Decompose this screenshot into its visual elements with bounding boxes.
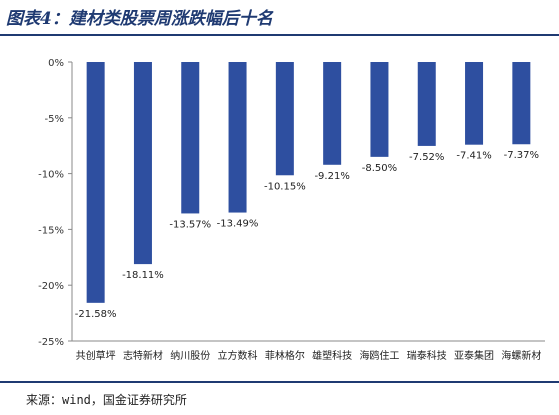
bar [86, 62, 105, 303]
bar-data-label: -7.37% [504, 150, 539, 161]
x-tick-label: 瑞泰科技 [407, 349, 447, 362]
x-tick-label: 亚泰集团 [454, 349, 494, 362]
y-tick-label: -25% [38, 337, 64, 348]
bar [370, 62, 389, 157]
footer-divider [0, 381, 559, 383]
bar-data-label: -10.15% [264, 181, 306, 192]
bar [323, 62, 342, 165]
y-tick-label: -5% [45, 114, 64, 125]
x-tick-label: 纳川股份 [170, 349, 210, 362]
bar-data-label: -21.58% [75, 309, 117, 320]
bar [275, 62, 294, 176]
bar-data-label: -9.21% [314, 171, 349, 182]
bar-data-label: -8.50% [362, 163, 397, 174]
bar-data-label: -13.57% [169, 219, 211, 230]
x-tick-label: 立方数科 [218, 349, 258, 362]
y-tick-label: -10% [38, 170, 64, 181]
x-tick-label: 海螺新材 [501, 349, 541, 362]
x-tick-label: 共创草坪 [76, 349, 116, 362]
bar [228, 62, 247, 213]
bar-series: -21.58% -18.11% -13.57% -13.49% -10.15% -9.21… [75, 62, 539, 320]
title-divider [0, 34, 559, 36]
bar [417, 62, 436, 146]
x-tick-label: 志特新材 [123, 349, 163, 362]
y-tick-label: -20% [38, 281, 64, 292]
bar [465, 62, 484, 145]
x-tick-label: 菲林格尔 [265, 349, 305, 362]
bar-data-label: -7.41% [456, 151, 491, 162]
bar-data-label: -13.49% [217, 219, 259, 230]
y-tick-label: -15% [38, 225, 64, 236]
bar-data-label: -18.11% [122, 270, 164, 281]
source-note: 来源：wind，国金证券研究所 [26, 393, 187, 407]
x-tick-label: 雄塑科技 [312, 349, 352, 362]
bar [181, 62, 200, 214]
bar-data-label: -7.52% [409, 152, 444, 163]
bar [133, 62, 152, 265]
bar [512, 62, 531, 145]
x-axis: 共创草坪 志特新材 纳川股份 立方数科 菲林格尔 雄塑科技 海鸥住工 瑞泰科技 亚泰集团 海螺新材 [72, 340, 545, 362]
x-tick-label: 海鸥住工 [359, 349, 399, 362]
y-axis: 0% -5% -10% -15% -20% -25% [38, 58, 73, 348]
y-tick-label: 0% [48, 58, 64, 69]
figure-title: 图表4：建材类股票周涨跌幅后十名 [6, 9, 273, 29]
bar-chart: 0% -5% -10% -15% -20% -25% -21.58% -18.11% -13.… [38, 58, 545, 362]
